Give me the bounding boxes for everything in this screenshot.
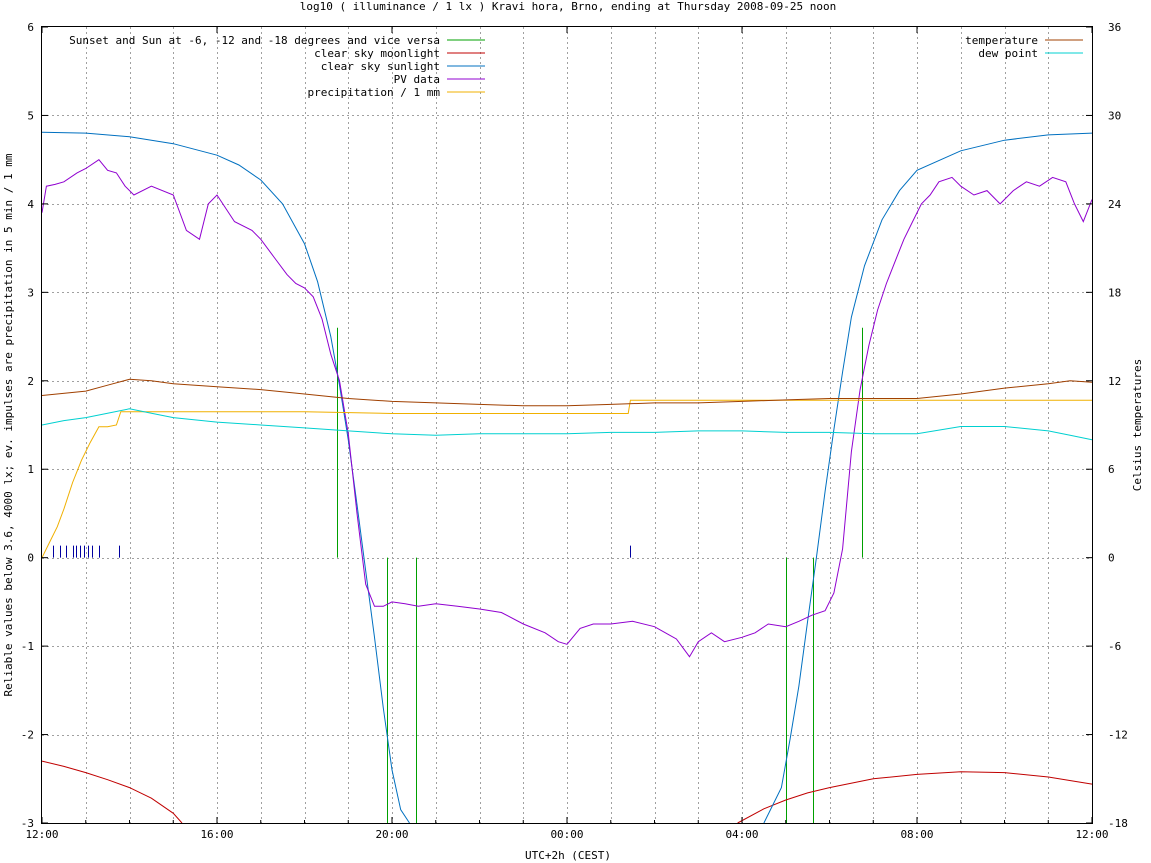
y2-tick-label: -18 xyxy=(1108,817,1128,830)
y-tick-label: 0 xyxy=(27,552,34,565)
series-line xyxy=(41,399,1092,558)
legend-label: temperature xyxy=(965,34,1038,47)
series-line xyxy=(41,131,1093,824)
y2-axis-label: Celsius temperatures xyxy=(1131,359,1144,491)
x-tick-label: 16:00 xyxy=(200,828,233,841)
y2-tick-label: 12 xyxy=(1108,375,1121,388)
y2-tick-label: 24 xyxy=(1108,198,1122,211)
y2-tick-label: 0 xyxy=(1108,552,1115,565)
y2-tick-label: 36 xyxy=(1108,21,1121,34)
x-tick-label: 12:00 xyxy=(1075,828,1108,841)
axis-ticks: 12:00 16:00 20:00 00:00 04:00 08:00 12:00-3-2-… xyxy=(21,21,1128,841)
series-line xyxy=(41,408,1093,441)
x-tick-label: 12:00 xyxy=(25,828,58,841)
y2-tick-label: 18 xyxy=(1108,286,1121,299)
legend: Sunset and Sun at -6, -12 and -18 degree… xyxy=(69,34,1083,99)
x-axis-label: UTC+2h (CEST) xyxy=(525,849,611,862)
y-tick-label: -3 xyxy=(21,817,34,830)
y-tick-label: -2 xyxy=(21,729,34,742)
series-group xyxy=(41,131,1093,824)
series-line xyxy=(41,159,1093,658)
y-tick-label: 3 xyxy=(27,286,34,299)
chart-title: log10 ( illuminance / 1 lx ) Kravi hora,… xyxy=(300,0,836,13)
y-tick-label: 2 xyxy=(27,375,34,388)
series-line xyxy=(41,760,1093,824)
legend-label: Sunset and Sun at -6, -12 and -18 degree… xyxy=(69,34,440,47)
grid xyxy=(42,27,1092,823)
plot-frame xyxy=(41,26,1093,824)
y-axis-label: Reliable values below 3.6, 4000 lx; ev. … xyxy=(2,153,15,696)
y2-tick-label: 30 xyxy=(1108,109,1121,122)
series-line xyxy=(41,378,1093,407)
y-tick-label: 4 xyxy=(27,198,34,211)
legend-label: PV data xyxy=(394,73,440,86)
y-tick-label: 1 xyxy=(27,463,34,476)
y-tick-label: 5 xyxy=(27,109,34,122)
x-tick-label: 00:00 xyxy=(550,828,583,841)
y-tick-label: -1 xyxy=(21,640,34,653)
x-tick-label: 04:00 xyxy=(725,828,758,841)
legend-label: clear sky sunlight xyxy=(321,60,440,73)
y2-tick-label: -12 xyxy=(1108,729,1128,742)
legend-label: dew point xyxy=(978,47,1038,60)
y-tick-label: 6 xyxy=(27,21,34,34)
x-tick-label: 20:00 xyxy=(375,828,408,841)
y2-tick-label: 6 xyxy=(1108,463,1115,476)
legend-label: clear sky moonlight xyxy=(314,47,440,60)
x-tick-label: 08:00 xyxy=(900,828,933,841)
y2-tick-label: -6 xyxy=(1108,640,1121,653)
legend-label: precipitation / 1 mm xyxy=(308,86,441,99)
